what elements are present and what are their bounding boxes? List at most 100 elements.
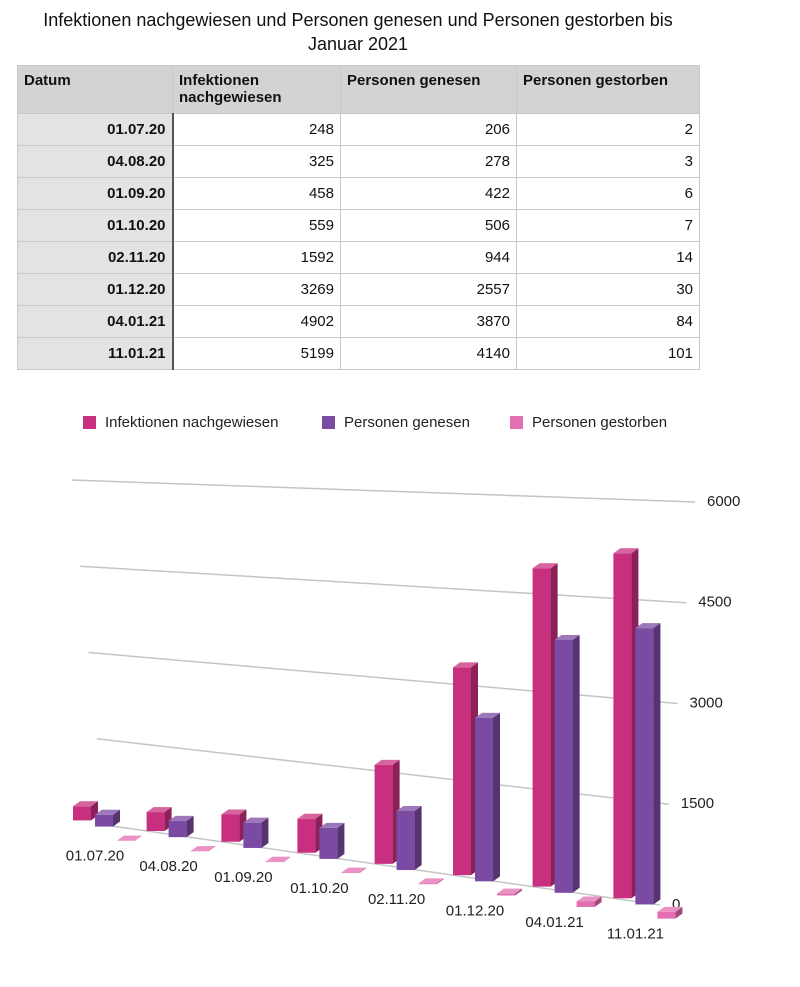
bar: [319, 827, 338, 859]
bar-top-shade: [613, 548, 639, 554]
legend-swatch: [322, 416, 335, 429]
bar-top: [146, 807, 172, 813]
bar: [576, 901, 595, 907]
data-table: Datum Infektionen nachgewiesen Personen ge…: [17, 65, 700, 370]
x-tick-label: 01.07.20: [66, 848, 124, 865]
bar-side: [359, 867, 367, 874]
bar: [497, 893, 515, 896]
bar-side-shade: [113, 809, 120, 827]
bar: [168, 820, 187, 838]
bar-side: [653, 623, 661, 905]
header-cell: Infektionen nachgewiesen: [172, 65, 341, 114]
bar-side: [675, 906, 683, 919]
legend-label: Personen genesen: [344, 414, 470, 431]
bar: [475, 717, 493, 882]
value-cell: 458: [172, 177, 341, 210]
value-cell: 506: [340, 209, 517, 242]
bar-top-shade: [396, 805, 422, 811]
bar-top-shade: [657, 906, 683, 912]
bar-side: [515, 888, 522, 896]
bar-top: [265, 856, 291, 862]
bar: [635, 628, 654, 905]
value-cell: 248: [172, 113, 341, 146]
value-cell: 14: [516, 241, 700, 274]
bar-top: [243, 817, 269, 823]
value-cell: 944: [340, 241, 517, 274]
bar-side-shade: [283, 856, 291, 863]
bar-side-shade: [572, 634, 580, 893]
bar: [95, 814, 113, 827]
bar-top-shade: [374, 759, 400, 765]
bar: [374, 764, 393, 864]
bar-side: [283, 856, 291, 863]
bar: [532, 568, 551, 887]
value-cell: 101: [516, 337, 700, 370]
bar-side: [261, 817, 269, 848]
bar-top: [475, 712, 500, 718]
y-tick-label: 4500: [698, 594, 731, 611]
bar-top: [418, 878, 444, 884]
bar-side-shade: [436, 878, 444, 885]
table-body: 01.07.20 248 206 2 04.08.20 325 278 3 01.09.20 45…: [17, 113, 700, 370]
grid-line: [71, 479, 696, 503]
table-row: 04.08.20 325 278 3: [17, 145, 700, 178]
bar-side: [572, 634, 580, 893]
legend-label: Personen gestorben: [532, 414, 667, 431]
bar-side-shade: [337, 822, 345, 859]
bar-top: [297, 813, 323, 819]
x-tick-label: 04.01.21: [525, 914, 583, 931]
bar-top-shade: [146, 807, 172, 813]
y-tick-label: 3000: [690, 694, 723, 711]
value-cell: 325: [172, 145, 341, 178]
value-cell: 559: [172, 209, 341, 242]
bar-side-shade: [414, 805, 422, 871]
bar-top: [95, 809, 120, 815]
chart: Infektionen nachgewiesen Personen genesen…: [66, 414, 741, 942]
bar-top-shade: [475, 712, 500, 718]
bar-side-shade: [675, 906, 683, 919]
value-cell: 84: [516, 305, 700, 338]
bar: [297, 818, 316, 853]
bar: [73, 806, 91, 821]
date-cell: 01.10.20: [17, 209, 174, 242]
bar-top-shade: [532, 563, 558, 569]
bar: [146, 812, 165, 831]
bar-top: [73, 801, 98, 807]
bar-top: [554, 634, 580, 640]
bar: [221, 814, 240, 842]
bar-top-shade: [221, 809, 247, 815]
table-row: 01.07.20 248 206 2: [17, 113, 700, 146]
bar-top: [613, 548, 639, 554]
bar-top-shade: [453, 662, 478, 668]
date-cell: 04.08.20: [17, 145, 174, 178]
bar-side-shade: [594, 896, 602, 907]
bar-top: [453, 662, 478, 668]
y-tick-label: 1500: [681, 795, 714, 812]
date-cell: 01.07.20: [17, 113, 174, 146]
bar-top-shade: [95, 809, 120, 815]
bar-side: [186, 815, 194, 838]
bar-top-shade: [497, 888, 522, 894]
bar: [453, 667, 471, 876]
legend-swatch: [510, 416, 523, 429]
bar-side: [414, 805, 422, 871]
bar-side: [594, 896, 602, 907]
chart-area: Infektionen nachgewiesen Personen genesen…: [66, 414, 741, 942]
value-cell: 2: [516, 113, 700, 146]
bar-top-shade: [265, 856, 291, 862]
date-cell: 04.01.21: [17, 305, 174, 338]
value-cell: 5199: [172, 337, 341, 370]
date-cell: 01.09.20: [17, 177, 174, 210]
bar-side-shade: [653, 623, 661, 905]
page-title: Infektionen nachgewiesen und Personen ge…: [43, 10, 673, 54]
bar-top: [657, 906, 683, 912]
table-row: 01.12.20 3269 2557 30: [17, 273, 700, 306]
x-tick-label: 01.12.20: [446, 902, 504, 919]
table-row: 04.01.21 4902 3870 84: [17, 305, 700, 338]
bar: [418, 883, 437, 885]
table-row: 02.11.20 1592 944 14: [17, 241, 700, 274]
bar-top-shade: [418, 878, 444, 884]
bar-top-shade: [243, 817, 269, 823]
bar-side-shade: [261, 817, 269, 848]
bar-side-shade: [515, 888, 522, 896]
